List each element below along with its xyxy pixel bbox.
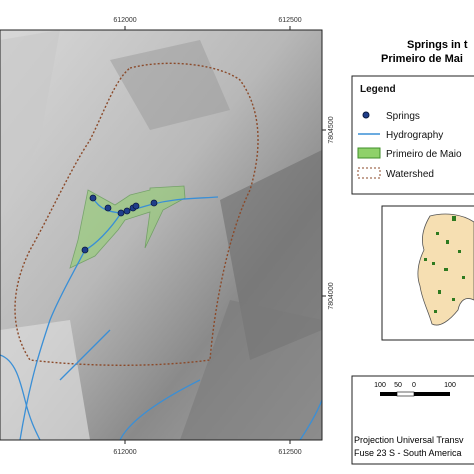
relief — [180, 300, 322, 440]
watershed — [14, 62, 259, 366]
coord-label: 7804500 — [328, 116, 335, 143]
map-border — [0, 29, 323, 441]
projection: Projection Universal Transv — [354, 435, 464, 445]
coord-label: 7804000 — [328, 282, 335, 309]
scale-label: 100 — [374, 382, 386, 389]
scale-bar — [380, 391, 450, 397]
tick-marks — [124, 26, 326, 444]
legend-item: Primeiro de Maio — [386, 149, 462, 160]
protected-area — [69, 185, 186, 269]
scale-label: 0 — [412, 382, 416, 389]
side-panel: Springs in t Primeiro de Mai Legend Spri… — [351, 39, 474, 465]
info-box — [351, 375, 474, 465]
coord-label: 612500 — [278, 17, 301, 24]
map-frame — [0, 30, 322, 440]
legend-item: Springs — [386, 111, 420, 122]
legend-item: Watershed — [386, 169, 434, 180]
scale-label: 50 — [394, 382, 402, 389]
springs — [81, 194, 158, 254]
legend-symbol — [357, 147, 381, 159]
legend-item: Hydrography — [386, 130, 443, 141]
legend-box — [351, 75, 474, 195]
title: Springs in t — [407, 39, 468, 51]
relief — [0, 30, 60, 220]
inset-areas — [424, 216, 465, 313]
scale-label: 100 — [444, 382, 456, 389]
relief — [0, 320, 90, 440]
legend-heading: Legend — [360, 84, 396, 95]
relief — [110, 40, 230, 130]
coord-label: 612000 — [113, 449, 136, 456]
coord-label: 612500 — [278, 449, 301, 456]
title: Primeiro de Mai — [381, 53, 463, 65]
legend-symbol — [362, 111, 370, 119]
projection: Fuse 23 S - South America — [354, 448, 462, 458]
coord-label: 612000 — [113, 17, 136, 24]
